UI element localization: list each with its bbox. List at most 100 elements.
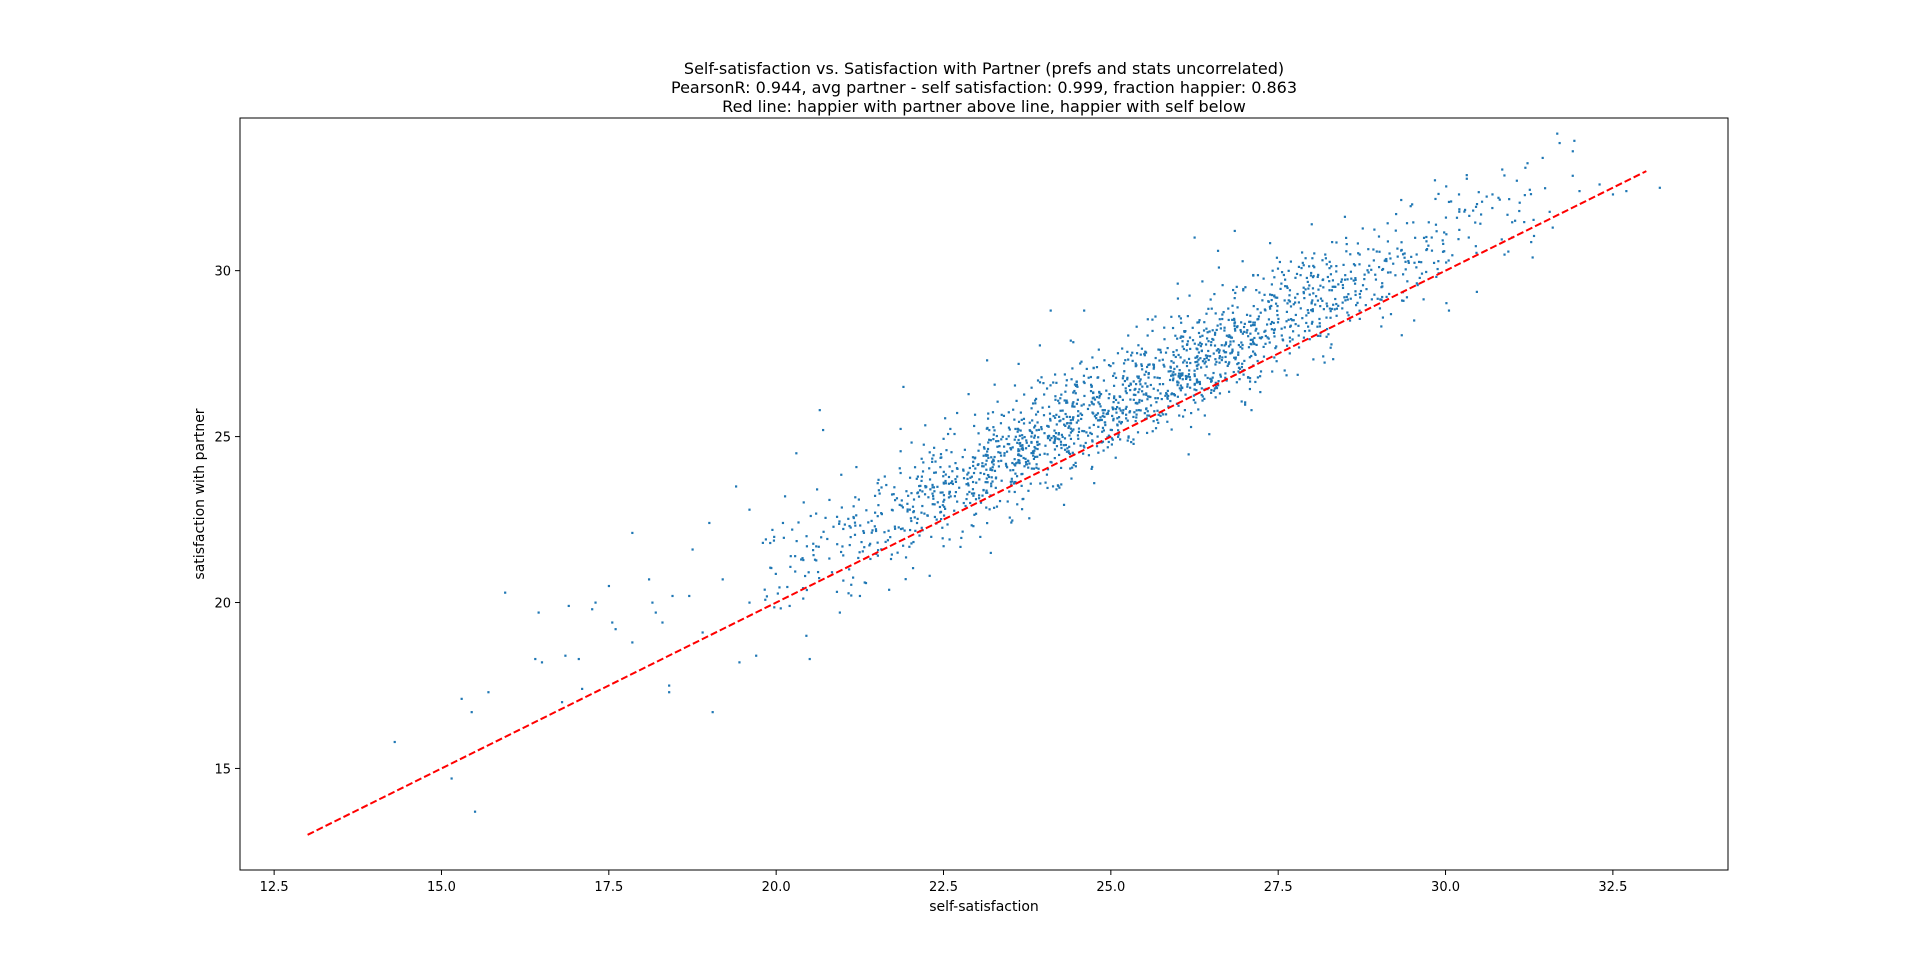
data-point <box>1187 373 1191 376</box>
data-point <box>1024 447 1028 450</box>
data-point <box>1316 325 1319 328</box>
data-point <box>990 476 993 479</box>
data-point <box>1297 324 1300 327</box>
data-point <box>1076 434 1080 437</box>
data-point <box>1087 376 1090 379</box>
data-point <box>1157 421 1160 424</box>
data-point <box>966 473 969 476</box>
data-point <box>967 471 970 474</box>
data-point <box>931 492 934 495</box>
data-point <box>1072 401 1075 404</box>
data-point <box>972 460 975 463</box>
data-point <box>1000 459 1003 462</box>
data-point <box>1111 438 1114 441</box>
data-point <box>1311 308 1314 311</box>
data-point <box>1177 372 1181 375</box>
data-point <box>985 427 988 430</box>
data-point <box>1069 419 1072 422</box>
data-point <box>908 508 911 511</box>
data-point <box>1327 333 1330 336</box>
data-point <box>1140 347 1144 350</box>
data-point <box>1260 336 1264 339</box>
x-tick-label: 30.0 <box>1431 880 1460 895</box>
data-point <box>956 475 959 478</box>
data-point <box>1241 332 1244 335</box>
data-point <box>1389 271 1392 274</box>
data-point <box>1036 421 1039 424</box>
data-point <box>862 531 866 534</box>
data-point <box>942 481 945 484</box>
data-point <box>873 525 876 528</box>
data-point <box>1199 357 1202 360</box>
data-point <box>748 601 751 604</box>
data-point <box>1330 265 1333 268</box>
data-point <box>855 465 858 469</box>
data-point <box>1102 379 1106 382</box>
data-point <box>1240 365 1243 369</box>
data-point <box>1262 277 1265 280</box>
data-point <box>1117 435 1120 438</box>
data-point <box>1249 314 1252 317</box>
data-point <box>1000 413 1003 416</box>
data-point <box>889 557 893 561</box>
data-point <box>1135 352 1139 355</box>
data-point <box>1330 343 1333 346</box>
data-point <box>956 467 959 470</box>
data-point <box>1248 320 1251 323</box>
data-point <box>1162 413 1165 416</box>
data-point <box>918 489 922 492</box>
data-point <box>919 484 922 487</box>
data-point <box>1064 412 1067 416</box>
data-point <box>711 711 714 714</box>
data-point <box>1181 340 1184 343</box>
data-point <box>854 496 857 499</box>
data-point <box>1224 355 1227 359</box>
data-point <box>1069 422 1072 425</box>
data-point <box>1302 336 1306 339</box>
data-point <box>1227 345 1231 348</box>
data-point <box>1050 436 1053 440</box>
data-point <box>1168 378 1172 382</box>
data-point <box>1154 427 1158 430</box>
data-point <box>1013 418 1016 421</box>
data-point <box>1247 376 1250 379</box>
data-point <box>1354 277 1357 280</box>
data-point <box>1181 345 1184 348</box>
data-point <box>951 470 954 473</box>
data-point <box>1388 252 1391 255</box>
data-point <box>905 490 908 493</box>
x-tick-label: 27.5 <box>1264 880 1293 895</box>
data-point <box>1287 299 1290 302</box>
data-point <box>1132 398 1135 401</box>
data-point <box>1308 265 1311 268</box>
data-point <box>1036 443 1039 447</box>
data-point <box>1302 290 1305 294</box>
data-point <box>1018 461 1021 465</box>
data-point <box>899 471 902 475</box>
data-point <box>1077 430 1081 433</box>
data-point <box>1107 363 1111 367</box>
data-point <box>1271 269 1274 272</box>
data-point <box>1040 428 1043 431</box>
data-point <box>1285 320 1288 323</box>
data-point <box>939 453 943 456</box>
data-point <box>860 540 863 544</box>
data-point <box>1330 307 1333 311</box>
data-point <box>944 417 947 420</box>
data-point <box>1346 311 1349 314</box>
data-point <box>817 545 820 548</box>
data-point <box>1305 314 1308 317</box>
data-point <box>1077 427 1081 430</box>
data-point <box>1172 393 1175 396</box>
data-point <box>1028 462 1031 465</box>
data-point <box>1335 314 1338 317</box>
data-point <box>878 492 881 495</box>
data-point <box>1207 307 1210 310</box>
data-point <box>1253 342 1256 346</box>
data-point <box>1179 317 1182 320</box>
data-point <box>930 535 933 538</box>
data-point <box>840 473 843 476</box>
data-point <box>1245 313 1249 316</box>
data-point <box>805 634 808 637</box>
data-point <box>1207 349 1210 353</box>
